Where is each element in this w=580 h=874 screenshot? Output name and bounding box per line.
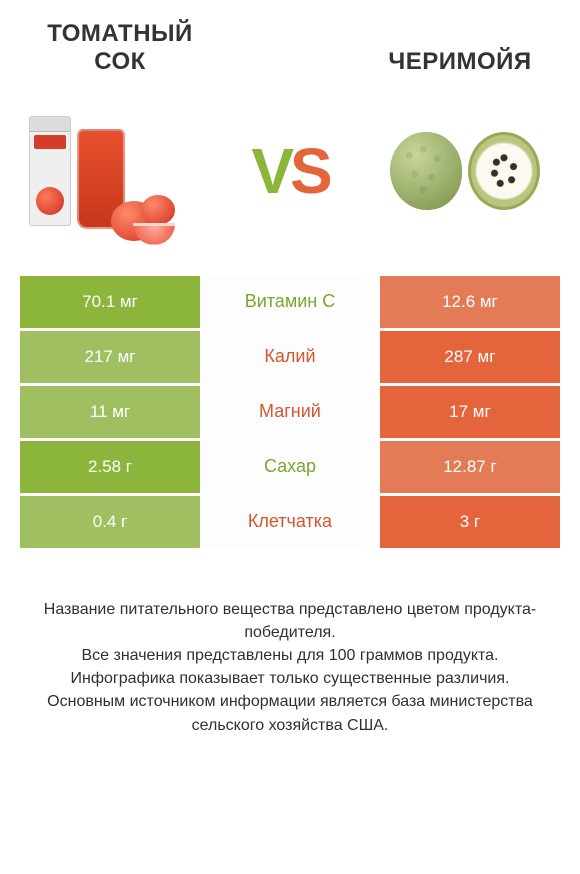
- tomatoes-icon: [111, 181, 181, 241]
- value-right: 17 мг: [380, 386, 560, 438]
- value-left: 70.1 мг: [20, 276, 200, 328]
- value-right: 12.6 мг: [380, 276, 560, 328]
- images-row: VS: [20, 86, 560, 256]
- value-right: 287 мг: [380, 331, 560, 383]
- comparison-table: 70.1 мгВитамин C12.6 мг217 мгКалий287 мг…: [20, 276, 560, 548]
- vs-label: VS: [251, 134, 328, 208]
- product-image-left: [20, 91, 210, 251]
- footer-line: Основным источником информации является …: [30, 690, 550, 736]
- footer-line: Название питательного вещества представл…: [30, 598, 550, 644]
- value-left: 217 мг: [20, 331, 200, 383]
- value-right: 3 г: [380, 496, 560, 548]
- vs-v: V: [251, 135, 290, 207]
- nutrient-label: Магний: [200, 386, 380, 438]
- value-left: 11 мг: [20, 386, 200, 438]
- footer-note: Название питательного вещества представл…: [20, 598, 560, 737]
- table-row: 0.4 гКлетчатка3 г: [20, 496, 560, 548]
- header: ТОМАТНЫЙ СОК ЧЕРИМОЙЯ: [20, 20, 560, 76]
- cherimoya-icon: [390, 132, 462, 210]
- infographic: ТОМАТНЫЙ СОК ЧЕРИМОЙЯ VS 70.1 мгВитамин …: [0, 0, 580, 737]
- nutrient-label: Витамин C: [200, 276, 380, 328]
- table-row: 11 мгМагний17 мг: [20, 386, 560, 438]
- cherimoya-half-icon: [468, 132, 540, 210]
- product-image-right: [370, 91, 560, 251]
- vs-s: S: [290, 135, 329, 207]
- juice-carton-icon: [29, 116, 71, 226]
- title-right: ЧЕРИМОЙЯ: [360, 48, 560, 76]
- nutrient-label: Калий: [200, 331, 380, 383]
- nutrient-label: Сахар: [200, 441, 380, 493]
- nutrient-label: Клетчатка: [200, 496, 380, 548]
- value-right: 12.87 г: [380, 441, 560, 493]
- table-row: 70.1 мгВитамин C12.6 мг: [20, 276, 560, 328]
- footer-line: Инфографика показывает только существенн…: [30, 667, 550, 690]
- value-left: 2.58 г: [20, 441, 200, 493]
- table-row: 217 мгКалий287 мг: [20, 331, 560, 383]
- footer-line: Все значения представлены для 100 граммо…: [30, 644, 550, 667]
- title-left: ТОМАТНЫЙ СОК: [20, 20, 220, 75]
- table-row: 2.58 гСахар12.87 г: [20, 441, 560, 493]
- value-left: 0.4 г: [20, 496, 200, 548]
